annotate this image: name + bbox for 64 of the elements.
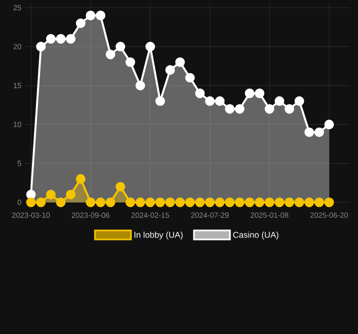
point: [274, 96, 284, 106]
point: [254, 198, 264, 208]
point: [195, 198, 205, 208]
point: [165, 198, 175, 208]
point: [116, 182, 126, 192]
point: [284, 104, 294, 114]
point: [96, 10, 106, 20]
point: [264, 198, 274, 208]
point: [244, 198, 254, 208]
point: [304, 198, 314, 208]
point: [56, 34, 66, 44]
point: [254, 88, 264, 98]
point: [106, 198, 116, 208]
point: [284, 198, 294, 208]
point: [294, 198, 304, 208]
point: [195, 88, 205, 98]
point: [135, 80, 146, 90]
point: [86, 10, 96, 20]
point: [135, 198, 146, 208]
point: [264, 104, 274, 114]
point: [185, 198, 195, 208]
point: [215, 198, 225, 208]
point: [155, 198, 165, 208]
point: [126, 198, 136, 208]
point: [224, 198, 235, 208]
point: [175, 57, 185, 67]
point: [304, 127, 314, 138]
point: [26, 190, 36, 200]
point: [274, 198, 284, 208]
point: [314, 127, 324, 138]
point: [145, 198, 156, 208]
point: [86, 198, 96, 208]
point: [155, 96, 165, 106]
point: [106, 50, 116, 60]
point: [145, 42, 156, 52]
legend-label: Casino (UA): [233, 232, 278, 240]
point: [205, 198, 215, 208]
point: [36, 42, 46, 52]
point: [205, 96, 215, 106]
point: [56, 198, 66, 208]
point: [96, 198, 106, 208]
point: [76, 18, 86, 28]
point: [175, 198, 185, 208]
point: [314, 198, 324, 208]
point: [185, 72, 195, 83]
point: [215, 96, 225, 106]
point: [26, 198, 36, 208]
legend-label: In lobby (UA): [134, 232, 183, 240]
point: [294, 96, 304, 106]
point: [165, 65, 175, 75]
point: [324, 198, 334, 208]
point: [46, 34, 56, 44]
point: [66, 34, 76, 44]
point: [244, 88, 254, 98]
point: [234, 104, 244, 114]
point: [224, 104, 235, 114]
point: [66, 190, 76, 200]
point: [234, 198, 244, 208]
point: [76, 174, 86, 184]
point: [126, 57, 136, 67]
point: [324, 120, 334, 130]
point: [36, 198, 46, 208]
point: [46, 190, 56, 200]
point: [116, 42, 126, 52]
